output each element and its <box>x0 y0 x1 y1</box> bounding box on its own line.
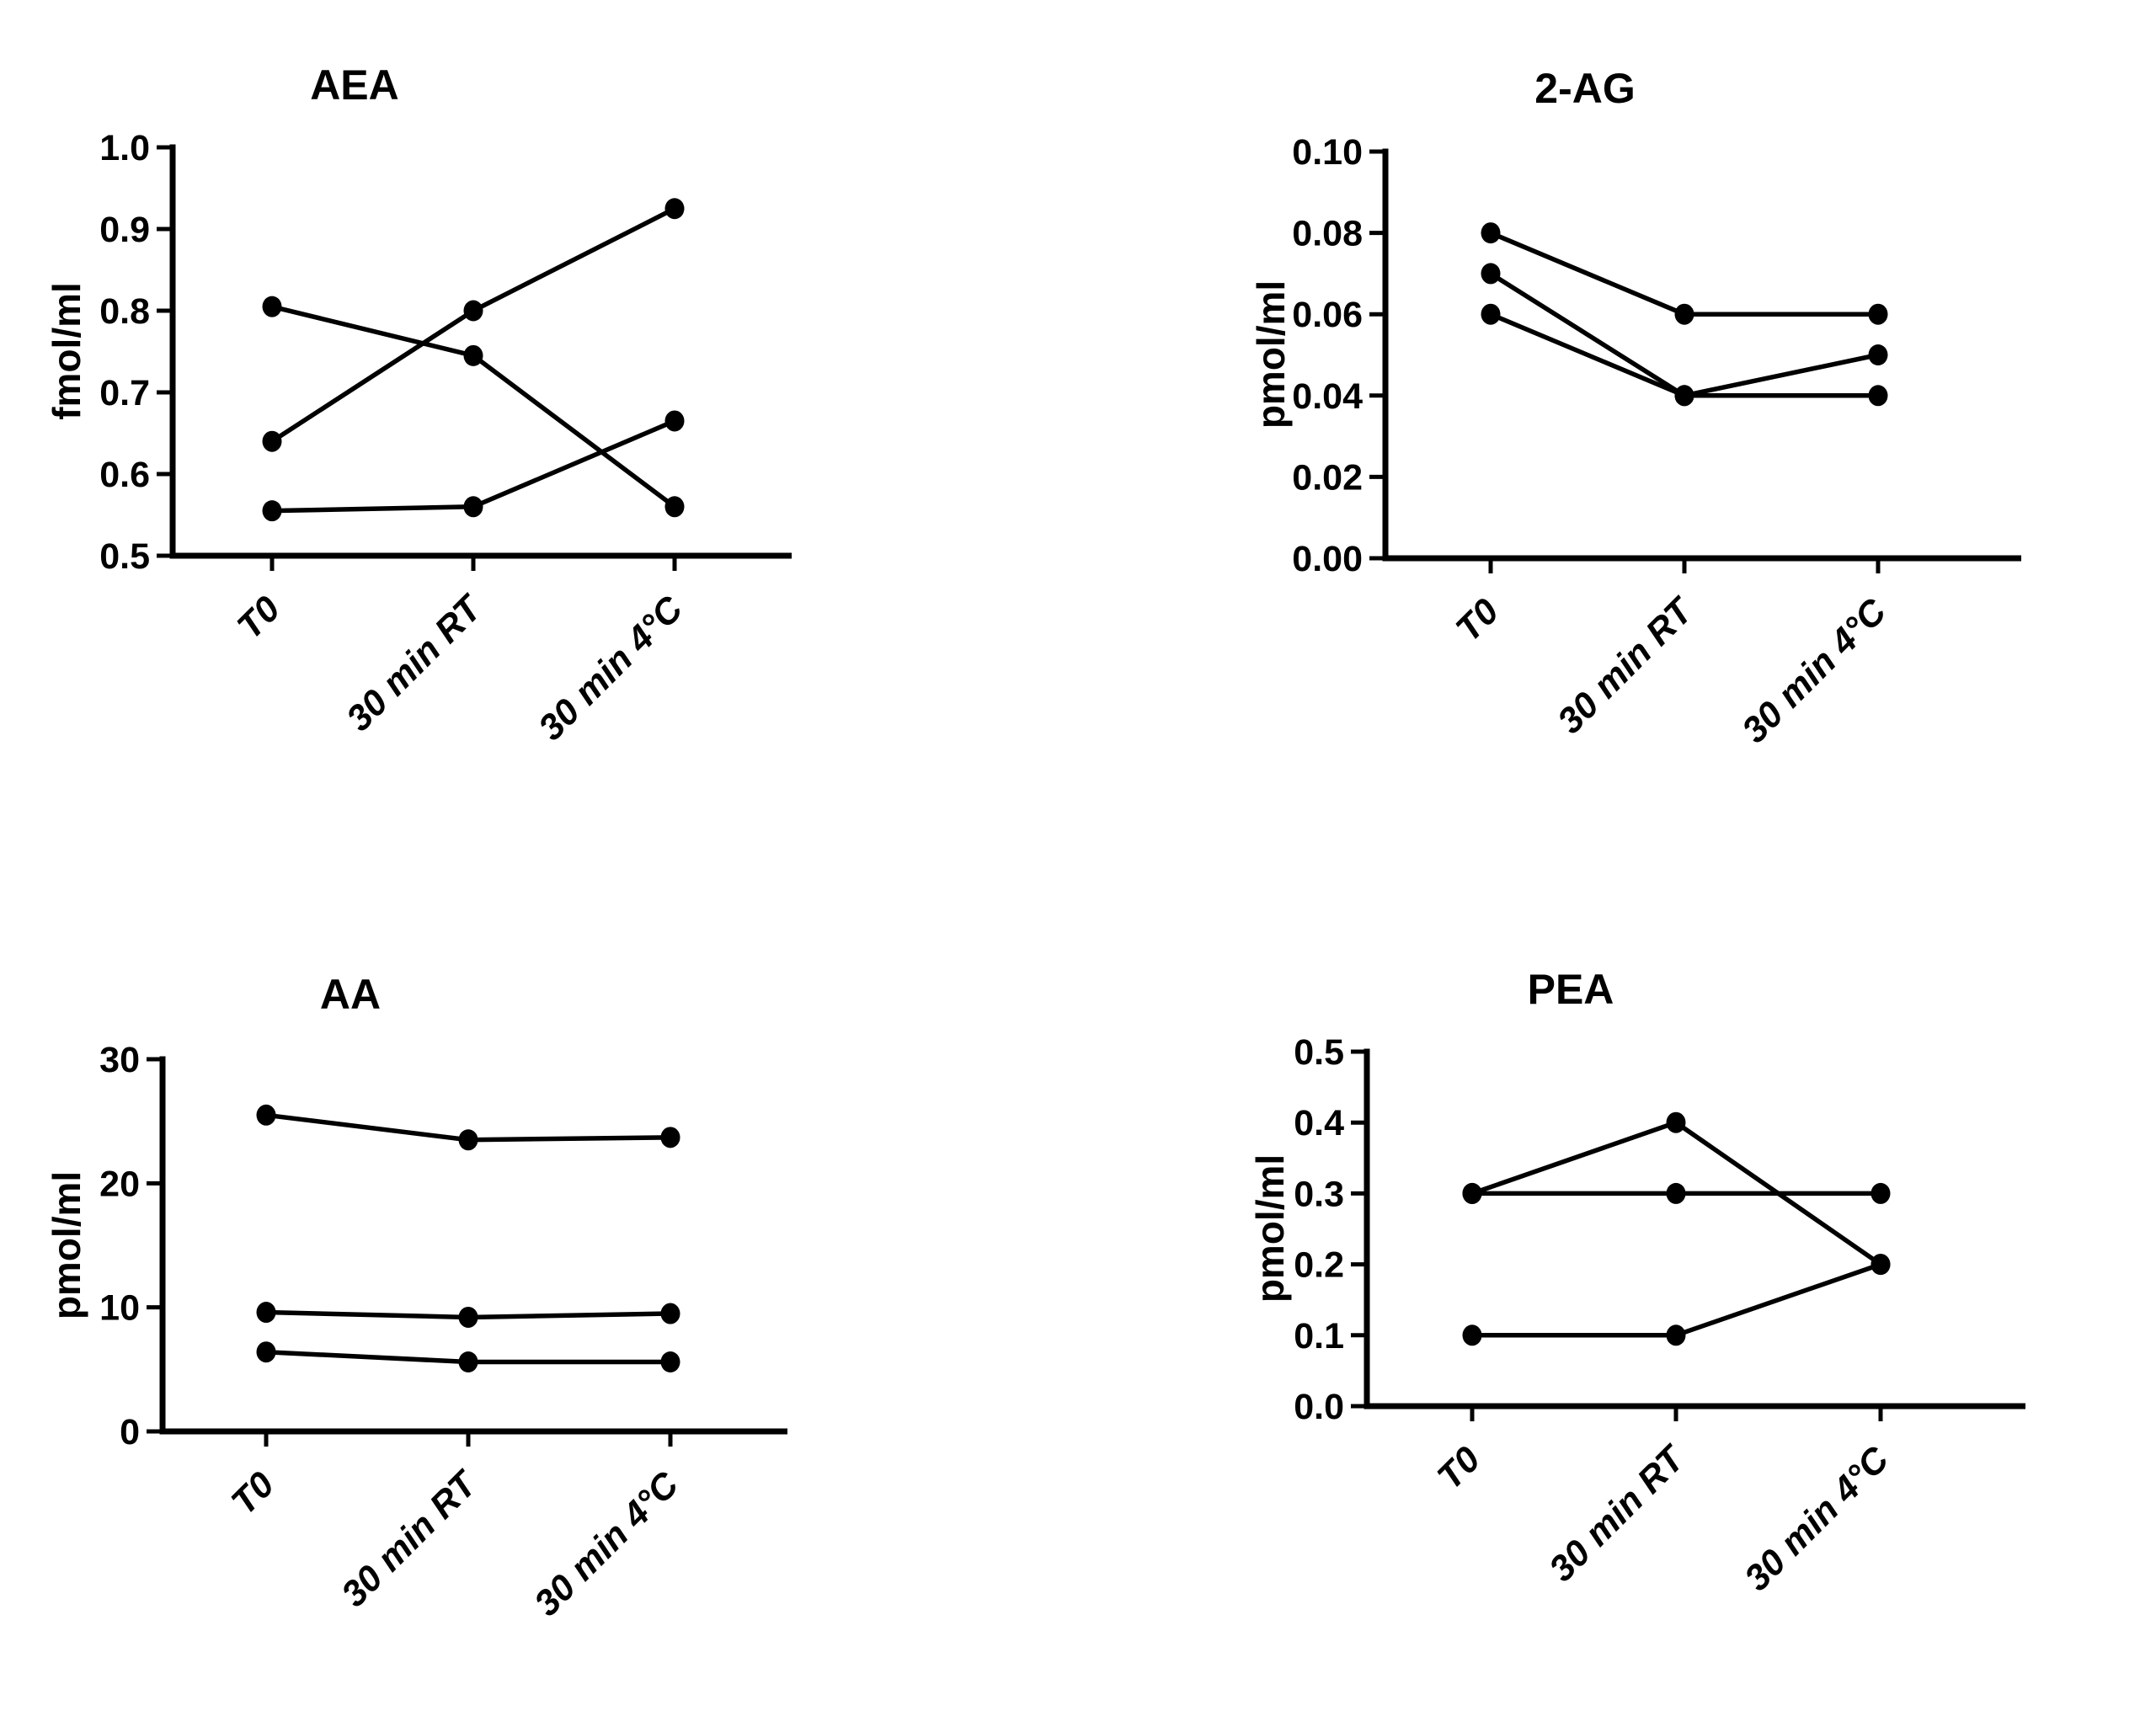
data-point <box>1868 344 1888 365</box>
data-point <box>1674 385 1694 407</box>
data-point <box>1462 1324 1482 1346</box>
series-line <box>270 206 676 444</box>
x-category-label: 30 min 4°C <box>531 588 691 748</box>
axes-line <box>159 1056 787 1435</box>
x-category-label: T0 <box>1430 1439 1488 1497</box>
y-tick-label: 0.5 <box>1294 1032 1344 1073</box>
data-point <box>458 1306 478 1328</box>
series-line <box>1489 231 1878 317</box>
data-point <box>463 496 483 518</box>
data-point <box>256 1104 276 1126</box>
chart-svg: 0.0 0.1 0.2 0.3 0.4 0.5 T0 30 min RT 30 min 4°C P… <box>1248 966 2025 1599</box>
y-tick-label: 0 <box>120 1412 140 1452</box>
y-tick-label: 20 <box>99 1164 140 1204</box>
x-category-label: 30 min 4°C <box>1737 1438 1897 1598</box>
data-point <box>1666 1324 1686 1346</box>
data-point <box>664 198 685 220</box>
data-point <box>262 296 282 317</box>
x-category-label: 30 min 4°C <box>526 1463 686 1623</box>
y-tick-label: 0.00 <box>1292 539 1363 579</box>
chart-svg: 0.00 0.02 0.04 0.06 0.08 0.10 T0 30 min RT 30 mi… <box>1249 65 2021 751</box>
x-category-label: T0 <box>224 1464 282 1522</box>
data-point <box>256 1341 276 1363</box>
data-point <box>262 430 282 452</box>
data-point <box>664 410 685 432</box>
y-tick-label: 0.4 <box>1294 1103 1344 1143</box>
data-point <box>1666 1182 1686 1204</box>
series-line <box>1489 271 1879 398</box>
x-category-label: 30 min RT <box>1541 1436 1694 1589</box>
data-point <box>458 1129 478 1151</box>
y-axis-label: pmol/ml <box>1248 1154 1292 1303</box>
axes-line <box>1382 148 2021 562</box>
y-tick-label: 0.7 <box>99 373 150 413</box>
series-line <box>271 304 676 509</box>
y-tick-label: 0.8 <box>99 291 150 332</box>
y-tick-label: 0.04 <box>1292 376 1363 417</box>
x-category-label: T0 <box>1449 591 1507 649</box>
y-tick-label: 0.3 <box>1294 1174 1344 1214</box>
chart-panel-2ag: 0.00 0.02 0.04 0.06 0.08 0.10 T0 30 min RT 30 mi… <box>1078 0 2156 866</box>
x-category-label: 30 min 4°C <box>1734 590 1894 750</box>
x-category-label: 30 min RT <box>339 586 491 738</box>
chart-svg: 0 10 20 30 T0 30 min RT 30 min 4°C AA pmol/ml <box>45 971 787 1624</box>
data-point <box>660 1303 680 1324</box>
y-tick-label: 0.5 <box>99 536 150 577</box>
series-line <box>1472 1262 1881 1338</box>
chart-panel-pea: 0.0 0.1 0.2 0.3 0.4 0.5 T0 30 min RT 30 min 4°C P… <box>1078 866 2156 1732</box>
data-point <box>660 1351 680 1372</box>
y-tick-label: 0.2 <box>1294 1245 1344 1286</box>
y-tick-label: 0.1 <box>1294 1316 1344 1356</box>
y-tick-label: 0.08 <box>1292 214 1363 254</box>
data-point <box>463 300 483 322</box>
data-point <box>1481 263 1501 285</box>
data-point <box>1481 222 1501 244</box>
y-axis-label: pmol/ml <box>45 1171 88 1319</box>
data-point <box>1674 303 1694 325</box>
chart-svg: 0.5 0.6 0.7 0.8 0.9 1.0 T0 30 min RT 30 min 4°C A… <box>45 61 792 749</box>
y-tick-label: 10 <box>99 1288 140 1329</box>
y-tick-label: 0.9 <box>99 210 150 250</box>
data-point <box>660 1127 680 1148</box>
data-point <box>664 496 685 518</box>
y-tick-label: 0.06 <box>1292 295 1363 335</box>
chart-title: AEA <box>310 61 399 109</box>
y-tick-label: 0.02 <box>1292 457 1363 498</box>
data-point <box>262 500 282 522</box>
series-line <box>1489 312 1878 398</box>
data-point <box>463 344 483 366</box>
data-point <box>1868 385 1888 407</box>
data-point <box>1462 1182 1482 1204</box>
chart-title: AA <box>320 971 381 1018</box>
data-point <box>1868 303 1888 325</box>
axes-line <box>1364 1048 2025 1410</box>
data-point <box>1870 1182 1891 1204</box>
chart-panel-aa: 0 10 20 30 T0 30 min RT 30 min 4°C AA pmol/ml <box>0 866 1078 1732</box>
x-category-label: T0 <box>230 589 288 647</box>
axes-line <box>169 144 792 559</box>
y-axis-label: pmol/ml <box>1249 280 1293 429</box>
y-tick-label: 1.0 <box>99 128 150 168</box>
y-tick-label: 0.6 <box>99 455 150 495</box>
data-point <box>1666 1111 1686 1133</box>
data-point <box>458 1351 478 1372</box>
data-point <box>1870 1254 1891 1276</box>
data-point <box>256 1302 276 1324</box>
data-point <box>1481 303 1501 325</box>
y-axis-label: fmol/ml <box>45 282 88 420</box>
x-category-label: 30 min RT <box>1550 589 1702 741</box>
chart-title: PEA <box>1528 966 1614 1013</box>
x-category-label: 30 min RT <box>334 1462 486 1614</box>
y-tick-label: 0.0 <box>1294 1387 1344 1427</box>
chart-title: 2-AG <box>1534 65 1635 112</box>
y-tick-label: 30 <box>99 1040 140 1080</box>
y-tick-label: 0.10 <box>1292 132 1363 173</box>
chart-panel-aea: 0.5 0.6 0.7 0.8 0.9 1.0 T0 30 min RT 30 min 4°C A… <box>0 0 1078 866</box>
